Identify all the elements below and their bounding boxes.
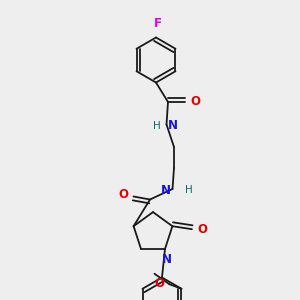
Text: N: N (161, 253, 172, 266)
Text: O: O (154, 277, 164, 290)
Text: O: O (118, 188, 128, 202)
Text: H: H (184, 185, 192, 196)
Text: O: O (197, 223, 207, 236)
Text: N: N (168, 119, 178, 133)
Text: N: N (161, 184, 171, 197)
Text: H: H (153, 121, 160, 131)
Text: F: F (154, 17, 161, 30)
Text: O: O (190, 95, 200, 109)
